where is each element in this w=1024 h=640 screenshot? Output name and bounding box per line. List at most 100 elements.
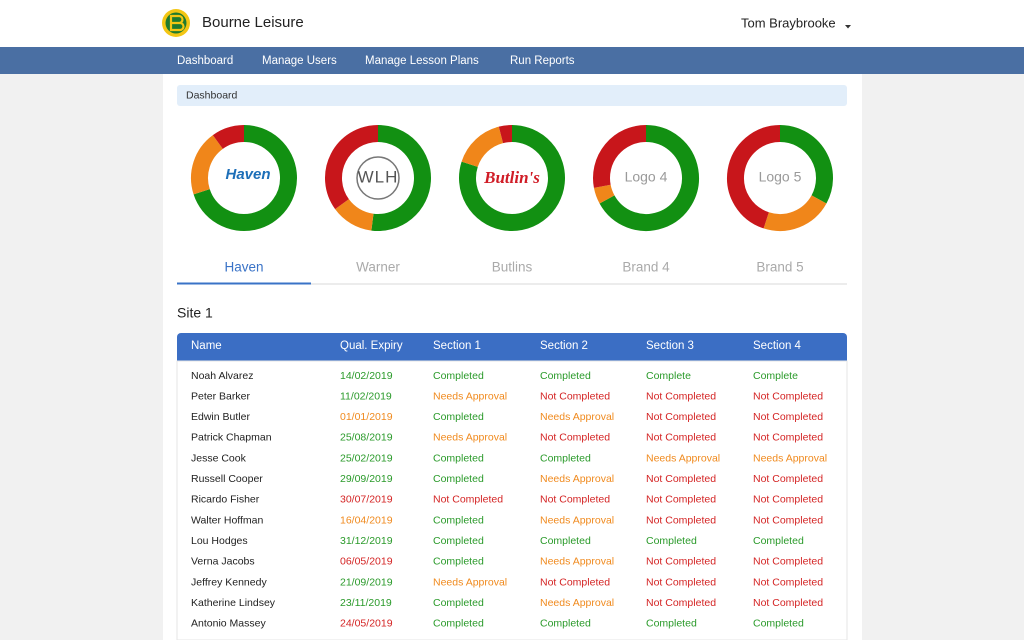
user-menu[interactable]: Tom Braybrooke bbox=[741, 15, 836, 30]
column-header[interactable]: Name bbox=[191, 340, 222, 352]
section-status: Needs Approval bbox=[540, 514, 614, 526]
brand-logo: Haven bbox=[225, 166, 270, 183]
section-status: Completed bbox=[433, 535, 484, 547]
brand-logo: Logo 4 bbox=[625, 169, 668, 185]
header bbox=[0, 0, 1024, 47]
section-status: Completed bbox=[433, 618, 484, 630]
donut-segment bbox=[335, 198, 374, 231]
section-status: Not Completed bbox=[753, 556, 823, 568]
brand-logo: WLH bbox=[358, 167, 399, 186]
section-status: Needs Approval bbox=[433, 432, 507, 444]
brand-tab[interactable]: Brand 4 bbox=[622, 260, 670, 275]
table-header bbox=[177, 333, 847, 361]
section-status: Completed bbox=[646, 618, 697, 630]
section-status: Not Completed bbox=[646, 597, 716, 609]
section-status: Completed bbox=[540, 535, 591, 547]
tab-divider bbox=[579, 283, 713, 285]
staff-name: Antonio Massey bbox=[191, 618, 266, 630]
nav-link[interactable]: Manage Lesson Plans bbox=[365, 55, 479, 67]
section-status: Not Completed bbox=[753, 514, 823, 526]
section-status: Completed bbox=[433, 556, 484, 568]
staff-name: Lou Hodges bbox=[191, 535, 248, 547]
section-status: Not Completed bbox=[646, 432, 716, 444]
qual-expiry: 31/12/2019 bbox=[340, 535, 393, 547]
section-status: Complete bbox=[753, 370, 798, 382]
donut-segment bbox=[593, 184, 615, 204]
qual-expiry: 01/01/2019 bbox=[340, 411, 393, 423]
section-status: Not Completed bbox=[753, 473, 823, 485]
staff-name: Russell Cooper bbox=[191, 473, 263, 485]
qual-expiry: 16/04/2019 bbox=[340, 514, 393, 526]
section-status: Not Completed bbox=[753, 597, 823, 609]
tab-divider bbox=[445, 283, 579, 285]
column-header[interactable]: Section 1 bbox=[433, 340, 481, 352]
section-status: Not Completed bbox=[540, 390, 610, 402]
staff-name: Patrick Chapman bbox=[191, 432, 272, 444]
staff-name: Jesse Cook bbox=[191, 452, 247, 464]
brand-logo: Logo 5 bbox=[759, 169, 802, 185]
site-title: Site 1 bbox=[177, 305, 213, 321]
section-status: Not Completed bbox=[433, 494, 503, 506]
section-status: Needs Approval bbox=[540, 473, 614, 485]
section-status: Completed bbox=[433, 597, 484, 609]
dropdown-caret[interactable] bbox=[845, 25, 851, 29]
section-status: Needs Approval bbox=[540, 411, 614, 423]
qual-expiry: 11/02/2019 bbox=[340, 390, 392, 402]
qual-expiry: 23/11/2019 bbox=[340, 597, 392, 609]
qual-expiry: 25/08/2019 bbox=[340, 432, 393, 444]
staff-name: Katherine Lindsey bbox=[191, 597, 276, 609]
section-status: Needs Approval bbox=[646, 452, 720, 464]
donut-segment bbox=[371, 125, 431, 231]
section-status: Not Completed bbox=[753, 494, 823, 506]
nav-link[interactable]: Run Reports bbox=[510, 55, 575, 67]
staff-name: Noah Alvarez bbox=[191, 370, 253, 382]
staff-name: Ricardo Fisher bbox=[191, 494, 260, 506]
section-status: Completed bbox=[540, 452, 591, 464]
tab-indicator bbox=[177, 282, 311, 285]
donut-segment bbox=[727, 125, 781, 229]
section-status: Not Completed bbox=[646, 576, 716, 588]
staff-name: Verna Jacobs bbox=[191, 556, 255, 568]
brand-logo: Butlin's bbox=[483, 168, 540, 187]
staff-name: Edwin Butler bbox=[191, 411, 250, 423]
brand-tab[interactable]: Brand 5 bbox=[756, 260, 803, 275]
section-status: Not Completed bbox=[646, 514, 716, 526]
nav-link[interactable]: Manage Users bbox=[262, 55, 337, 67]
section-status: Not Completed bbox=[646, 390, 716, 402]
tab-divider bbox=[311, 283, 445, 285]
section-status: Not Completed bbox=[540, 494, 610, 506]
donut-segment bbox=[461, 126, 504, 168]
qual-expiry: 21/09/2019 bbox=[340, 576, 393, 588]
section-status: Completed bbox=[433, 370, 484, 382]
table-body bbox=[176, 360, 848, 640]
donut-segment bbox=[325, 125, 379, 210]
brand-tab[interactable]: Haven bbox=[224, 260, 263, 275]
logo-ring bbox=[356, 156, 400, 200]
section-status: Not Completed bbox=[753, 390, 823, 402]
column-header[interactable]: Section 3 bbox=[646, 340, 694, 352]
breadcrumb[interactable]: Dashboard bbox=[186, 89, 238, 101]
logo-icon bbox=[162, 9, 190, 37]
section-status: Completed bbox=[433, 452, 484, 464]
section-status: Not Completed bbox=[753, 576, 823, 588]
breadcrumb-bar bbox=[177, 85, 847, 106]
qual-expiry: 25/02/2019 bbox=[340, 452, 393, 464]
section-status: Needs Approval bbox=[433, 576, 507, 588]
tab-divider bbox=[713, 283, 847, 285]
app-title: Bourne Leisure bbox=[202, 14, 304, 31]
section-status: Completed bbox=[540, 618, 591, 630]
donut-segment bbox=[459, 125, 565, 231]
nav-link[interactable]: Dashboard bbox=[177, 55, 233, 67]
donut-segment bbox=[212, 125, 245, 150]
column-header[interactable]: Qual. Expiry bbox=[340, 340, 403, 352]
nav-bar bbox=[0, 47, 1024, 74]
brand-tab[interactable]: Butlins bbox=[492, 260, 533, 275]
qual-expiry: 29/09/2019 bbox=[340, 473, 393, 485]
brand-tab[interactable]: Warner bbox=[356, 260, 400, 275]
section-status: Not Completed bbox=[646, 473, 716, 485]
column-header[interactable]: Section 4 bbox=[753, 340, 802, 352]
column-header[interactable]: Section 2 bbox=[540, 340, 588, 352]
section-status: Complete bbox=[646, 370, 691, 382]
